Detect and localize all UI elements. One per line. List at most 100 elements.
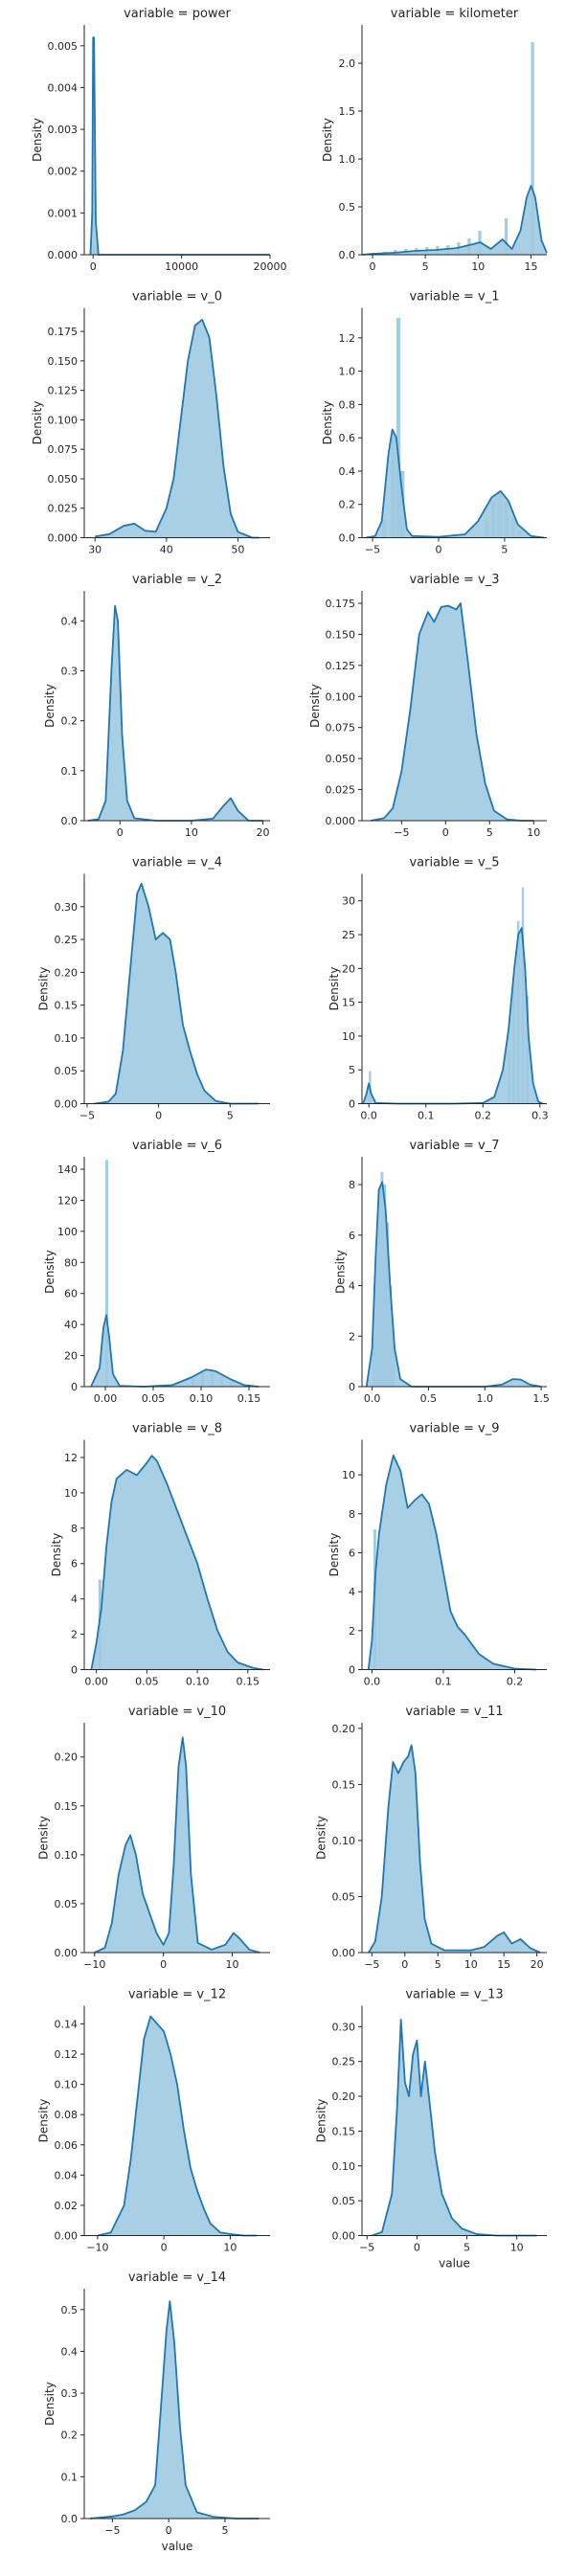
x-tick-label: 0.15 <box>237 1392 261 1405</box>
x-tick-label: 0.05 <box>142 1392 166 1405</box>
kde-line <box>361 185 548 256</box>
y-tick-label: 0.004 <box>48 81 79 94</box>
y-axis-label: Density <box>315 2099 328 2143</box>
x-tick-label: 5 <box>227 1110 234 1122</box>
y-tick-label: 0.2 <box>61 2429 79 2442</box>
panel-title: variable = v_4 <box>132 856 222 870</box>
panel-title: variable = v_14 <box>128 2271 226 2285</box>
panel-title: variable = v_3 <box>409 573 499 587</box>
kde-line <box>372 2019 537 2237</box>
y-tick-label: 0.003 <box>48 124 79 136</box>
density-area <box>371 602 534 821</box>
y-tick-label: 0.2 <box>339 499 356 511</box>
y-tick-label: 0.0 <box>61 815 79 827</box>
x-tick-label: 0 <box>90 260 97 273</box>
y-axis-label: Density <box>37 1816 51 1860</box>
density-area <box>95 319 260 538</box>
y-tick-label: 0.100 <box>48 414 79 426</box>
histogram-bar <box>105 1160 108 1387</box>
density-area <box>368 1455 536 1670</box>
y-tick-label: 0 <box>349 1381 355 1393</box>
y-tick-label: 8 <box>71 1523 78 1535</box>
x-tick-label: 1.5 <box>532 1392 550 1405</box>
y-tick-label: 0.00 <box>332 1947 356 1959</box>
x-tick-label: −10 <box>83 1958 105 1971</box>
y-tick-label: 0.15 <box>332 1778 356 1791</box>
x-tick-label: 0 <box>161 2242 168 2254</box>
x-tick-label: 0.00 <box>84 1676 108 1688</box>
y-axis-label: Density <box>308 684 322 728</box>
y-tick-label: 0.15 <box>55 1000 79 1012</box>
panel-title: variable = v_0 <box>132 290 222 305</box>
facet-panel: variable = v_5 0.0 0.1 0.2 0.3 0 5 10 15 20 25 30 De… <box>328 856 549 1122</box>
y-tick-label: 0.10 <box>332 1835 356 1847</box>
y-tick-label: 0.150 <box>326 628 356 641</box>
kde-line <box>95 318 260 539</box>
y-tick-label: 0.00 <box>55 1098 79 1111</box>
kde-line <box>368 1744 541 1954</box>
density-area <box>372 2020 537 2236</box>
y-tick-label: 0.05 <box>55 1898 79 1910</box>
y-tick-label: 100 <box>57 1226 78 1238</box>
density-area <box>97 2016 258 2236</box>
y-tick-label: 0.30 <box>55 901 79 914</box>
density-area <box>94 883 260 1104</box>
y-tick-label: 4 <box>349 1280 355 1293</box>
y-tick-label: 0.075 <box>48 443 79 456</box>
y-tick-label: 0.4 <box>61 2345 79 2358</box>
x-tick-label: 5 <box>422 260 429 273</box>
x-tick-label: 0 <box>155 1110 162 1122</box>
x-tick-label: 10 <box>527 826 540 839</box>
facet-panel: variable = v_11 −5 0 5 10 15 20 0.00 0.05 0.10 0.1… <box>315 1705 547 1971</box>
y-tick-label: 12 <box>64 1452 78 1464</box>
x-tick-label: 0 <box>435 544 441 556</box>
y-tick-label: 0.100 <box>326 690 356 703</box>
y-tick-label: 0.04 <box>55 2169 79 2181</box>
y-tick-label: 0.3 <box>61 2387 79 2400</box>
y-tick-label: 0.25 <box>55 934 79 946</box>
y-tick-label: 0.000 <box>48 249 79 261</box>
x-tick-label: 0.0 <box>364 1676 381 1688</box>
panel-title: variable = v_11 <box>405 1705 503 1719</box>
facet-panel: variable = v_6 0.00 0.05 0.10 0.15 0 20 40 60 80 1… <box>43 1139 270 1405</box>
y-axis-label: Density <box>50 1533 63 1577</box>
y-tick-label: 0.05 <box>55 1065 79 1077</box>
y-tick-label: 20 <box>64 1350 78 1363</box>
panel-title: variable = v_10 <box>128 1705 226 1719</box>
x-tick-label: 20000 <box>254 260 287 273</box>
x-tick-label: 0 <box>370 260 376 273</box>
y-tick-label: 30 <box>342 895 355 908</box>
panel-title: variable = v_5 <box>409 856 499 870</box>
y-tick-label: 0 <box>349 1664 355 1677</box>
y-tick-label: 0.6 <box>339 432 356 444</box>
x-tick-label: 0.1 <box>418 1110 435 1122</box>
panel-title: variable = v_6 <box>132 1139 222 1153</box>
x-tick-label: −10 <box>86 2242 108 2254</box>
y-axis-label: Density <box>333 1250 347 1294</box>
kde-line <box>367 1454 536 1671</box>
y-axis-label: Density <box>328 1533 341 1577</box>
panel-title: variable = v_8 <box>132 1422 222 1436</box>
histogram-bar <box>396 317 401 538</box>
facet-panel: variable = kilometer 0 5 10 15 0.0 0.5 1.0 1.5 2.… <box>321 7 548 273</box>
density-area <box>91 1456 263 1670</box>
density-area <box>363 927 543 1104</box>
x-tick-label: −5 <box>104 2524 120 2537</box>
density-area <box>368 1745 541 1953</box>
y-tick-label: 0.1 <box>61 765 79 778</box>
y-tick-label: 6 <box>349 1230 355 1242</box>
x-tick-label: 20 <box>531 1958 544 1971</box>
y-axis-label: Density <box>315 1816 328 1860</box>
y-axis-label: Density <box>31 118 44 162</box>
y-tick-label: 0.175 <box>326 598 356 610</box>
x-axis-label: value <box>439 2257 470 2271</box>
kde-line <box>87 604 263 822</box>
y-tick-label: 0.002 <box>48 166 79 178</box>
y-tick-label: 0.14 <box>55 2018 79 2030</box>
y-axis-label: Density <box>43 2382 56 2426</box>
facet-panel: variable = v_12 −10 0 10 0.00 0.02 0.04 0.06 0.0… <box>37 1988 270 2254</box>
y-tick-label: 0.000 <box>326 815 356 827</box>
x-tick-label: 0 <box>160 1958 167 1971</box>
y-tick-label: 0.125 <box>326 660 356 672</box>
x-tick-label: 10 <box>185 826 198 839</box>
